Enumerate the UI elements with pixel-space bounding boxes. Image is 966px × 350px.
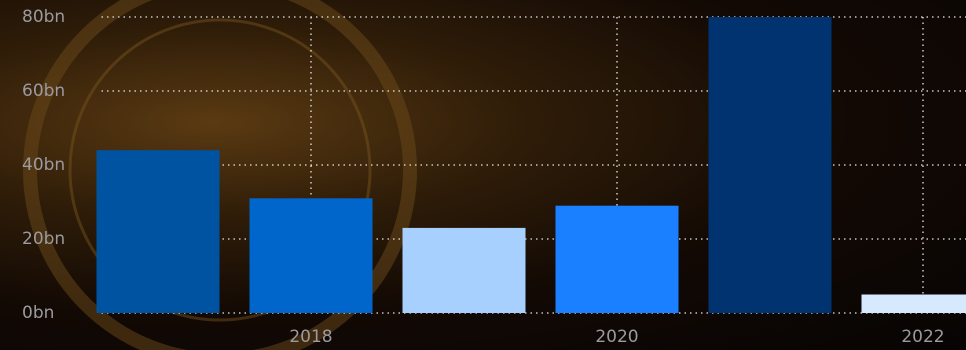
- bar: [555, 205, 679, 313]
- y-tick-label: 80bn: [22, 7, 65, 27]
- y-tick-label: 0bn: [22, 303, 54, 323]
- y-tick-label: 20bn: [22, 229, 65, 249]
- y-tick-label: 60bn: [22, 81, 65, 101]
- bar: [249, 198, 373, 313]
- background-coin-ring: [68, 18, 372, 322]
- bar: [96, 150, 220, 313]
- y-tick-label: 40bn: [22, 155, 65, 175]
- x-tick-label: 2018: [289, 327, 332, 347]
- background-coin: [23, 0, 417, 350]
- x-tick-label: 2020: [595, 327, 638, 347]
- bar: [402, 227, 526, 313]
- bar: [708, 17, 832, 313]
- bar: [861, 294, 966, 313]
- x-tick-label: 2022: [901, 327, 944, 347]
